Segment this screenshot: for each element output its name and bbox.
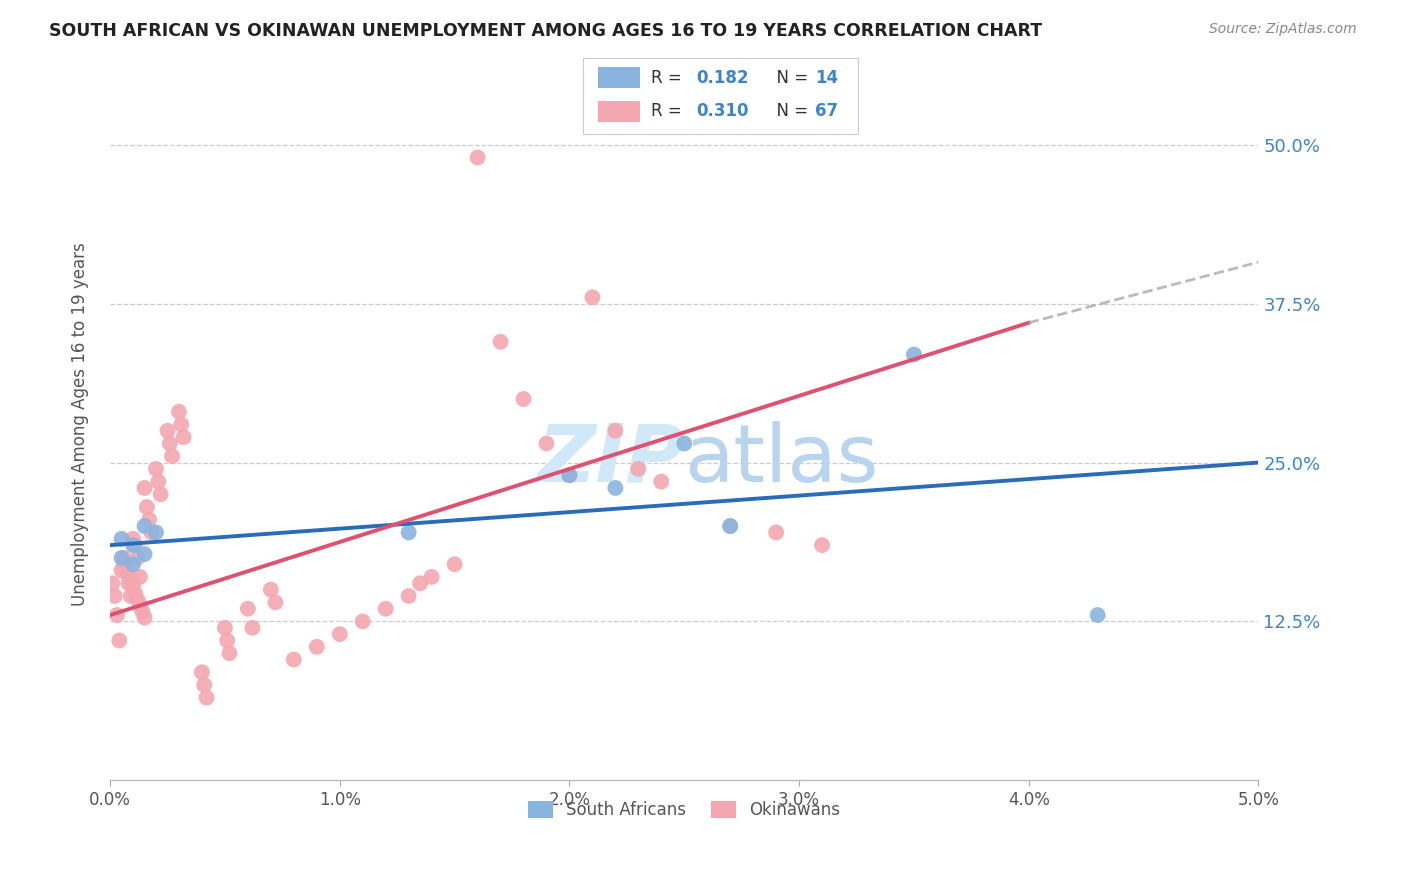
Point [191,665,214,680]
Text: N =: N = [766,69,814,87]
Point [218,646,240,660]
Point [134,610,156,624]
Text: SOUTH AFRICAN VS OKINAWAN UNEMPLOYMENT AMONG AGES 16 TO 19 YEARS CORRELATION CHA: SOUTH AFRICAN VS OKINAWAN UNEMPLOYMENT A… [49,22,1042,40]
Point [718,519,741,533]
Point [120,573,142,587]
Point [129,570,152,584]
Text: 0.310: 0.310 [696,103,748,120]
Point [122,558,145,572]
Point [115,564,138,578]
Point [134,547,156,561]
Text: 0.182: 0.182 [696,69,748,87]
Point [138,513,160,527]
Point [122,579,145,593]
Point [117,576,139,591]
Point [115,559,138,574]
Point [156,424,179,438]
Point [131,604,153,618]
Point [160,449,183,463]
Point [811,538,834,552]
Point [605,481,627,495]
Point [127,592,149,607]
Point [173,430,195,444]
Point [242,621,264,635]
Point [122,538,145,552]
Text: N =: N = [766,103,814,120]
Point [124,586,146,600]
Point [134,481,156,495]
Point [305,640,328,654]
Point [148,475,170,489]
Point [159,436,181,450]
Point [443,558,465,572]
Point [101,576,124,591]
Point [129,598,152,612]
Point [512,392,534,406]
Point [650,475,672,489]
Point [558,468,581,483]
Point [398,525,420,540]
Point [195,690,218,705]
Point [1087,608,1109,623]
Legend: South Africans, Okinawans: South Africans, Okinawans [522,794,848,825]
Point [398,589,420,603]
Point [536,436,558,450]
Point [352,615,374,629]
Y-axis label: Unemployment Among Ages 16 to 19 years: Unemployment Among Ages 16 to 19 years [72,243,89,607]
Point [110,532,132,546]
Point [581,290,603,304]
Point [104,589,127,603]
Text: 67: 67 [815,103,838,120]
Point [605,424,627,438]
Point [627,462,650,476]
Point [145,525,167,540]
Point [141,525,163,540]
Point [193,678,215,692]
Point [467,151,489,165]
Point [105,608,128,623]
Point [420,570,443,584]
Point [124,538,146,552]
Text: 14: 14 [815,69,838,87]
Point [236,601,259,615]
Point [135,500,157,514]
Point [149,487,172,501]
Point [112,558,135,572]
Point [145,462,167,476]
Point [283,652,305,666]
Point [108,633,131,648]
Point [110,550,132,565]
Point [374,601,396,615]
Point [167,405,190,419]
Point [260,582,283,597]
Point [127,550,149,565]
Point [903,347,925,361]
Point [170,417,193,432]
Text: Source: ZipAtlas.com: Source: ZipAtlas.com [1209,22,1357,37]
Point [765,525,787,540]
Text: R =: R = [651,103,688,120]
Text: ZIP: ZIP [537,421,685,499]
Point [217,633,239,648]
Point [409,576,432,591]
Point [558,468,581,483]
Point [329,627,352,641]
Text: R =: R = [651,69,688,87]
Point [718,519,741,533]
Point [489,334,512,349]
Point [134,519,156,533]
Point [120,589,142,603]
Point [117,567,139,582]
Point [673,436,696,450]
Point [214,621,236,635]
Point [112,550,135,565]
Text: atlas: atlas [685,421,879,499]
Point [110,564,132,578]
Point [264,595,287,609]
Point [122,532,145,546]
